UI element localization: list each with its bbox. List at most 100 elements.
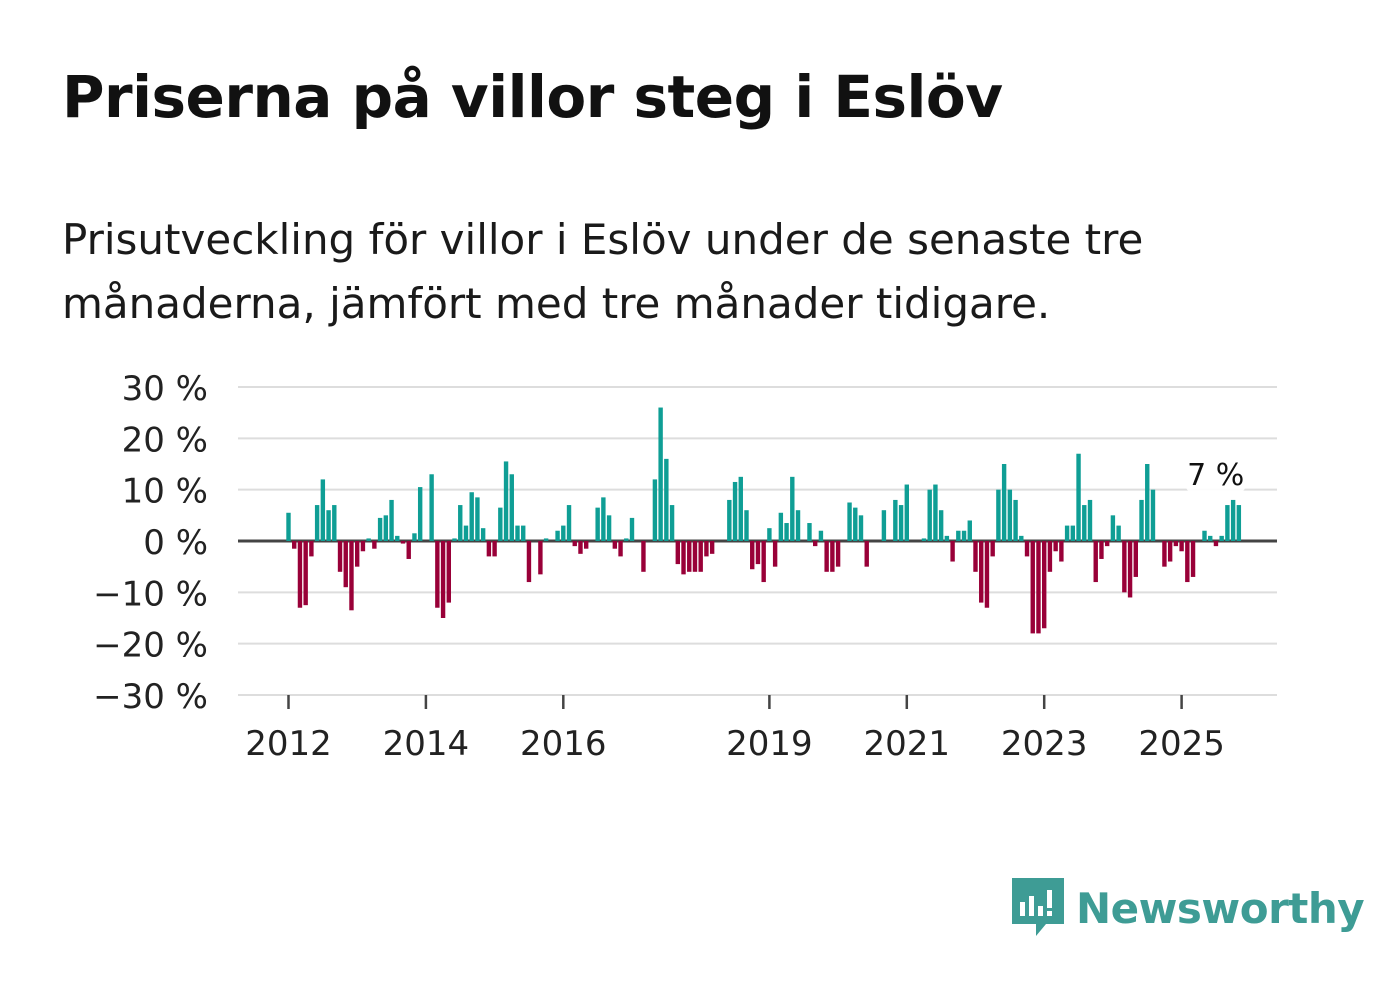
bar-positive	[927, 489, 932, 541]
bar-negative	[675, 541, 680, 565]
bar-negative	[292, 541, 297, 549]
bar-positive	[417, 487, 423, 541]
bar-positive	[1219, 535, 1224, 541]
y-tick-label: −30 %	[93, 677, 208, 717]
y-tick-label: 30 %	[122, 369, 208, 409]
bar-negative	[1190, 541, 1196, 577]
bar-negative	[1024, 541, 1030, 557]
bar-negative	[526, 541, 532, 583]
bar-positive	[480, 528, 486, 541]
bar-negative	[297, 541, 303, 608]
bar-positive	[881, 510, 887, 541]
bar-positive	[738, 476, 743, 541]
bar-positive	[853, 507, 858, 541]
bar-positive	[1230, 499, 1236, 541]
bar-negative	[1173, 541, 1179, 547]
bar-negative	[1099, 541, 1104, 559]
bar-negative	[750, 541, 755, 570]
bar-positive	[818, 530, 824, 541]
bar-positive	[1001, 464, 1007, 541]
bar-negative	[1167, 541, 1173, 562]
bar-positive	[904, 484, 909, 541]
bar-positive	[893, 499, 898, 541]
bar-positive	[795, 510, 801, 541]
bar-negative	[709, 541, 715, 554]
bar-positive	[561, 525, 566, 541]
y-tick-label: 20 %	[122, 420, 208, 460]
bar-positive	[395, 535, 400, 541]
bar-negative	[687, 541, 692, 572]
bar-positive	[383, 515, 389, 541]
bar-negative	[692, 541, 698, 572]
bar-negative	[406, 541, 411, 559]
bar-negative	[360, 541, 366, 552]
bar-positive	[767, 528, 772, 541]
x-tick-label: 2016	[520, 724, 607, 764]
bar-negative	[835, 541, 841, 567]
bar-positive	[332, 505, 337, 541]
bar-positive	[1076, 453, 1081, 541]
bar-positive	[595, 507, 600, 541]
bar-negative	[1162, 541, 1167, 567]
bar-positive	[1236, 505, 1242, 541]
bar-negative	[343, 541, 348, 588]
newsworthy-logo[interactable]: Newsworthy	[1012, 878, 1365, 938]
y-tick-label: −20 %	[93, 626, 208, 666]
chart-title: Priserna på villor steg i Eslöv	[62, 63, 1003, 131]
x-tick-label: 2012	[245, 724, 332, 764]
bar-positive	[606, 515, 612, 541]
bar-positive	[784, 523, 789, 541]
bar-negative	[400, 541, 406, 544]
bar-positive	[452, 538, 457, 541]
bar-negative	[1179, 541, 1184, 552]
y-tick-label: 0 %	[143, 523, 208, 563]
chart-subtitle: Prisutveckling för villor i Eslöv under …	[62, 215, 1144, 328]
bar-positive	[521, 525, 526, 541]
bar-negative	[584, 541, 589, 549]
bar-negative	[990, 541, 995, 557]
x-tick-label: 2021	[864, 724, 951, 764]
bar-negative	[824, 541, 829, 572]
bar-negative	[435, 541, 440, 608]
bar-positive	[1019, 535, 1024, 541]
bar-negative	[1059, 541, 1064, 562]
bar-negative	[761, 541, 766, 583]
bar-positive	[1007, 489, 1013, 541]
bar-negative	[1030, 541, 1035, 634]
bar-negative	[1047, 541, 1053, 572]
bar-positive	[475, 497, 480, 541]
bar-positive	[1139, 499, 1144, 541]
bar-positive	[933, 484, 938, 541]
bar-negative	[440, 541, 446, 618]
bar-positive	[727, 499, 732, 541]
bar-positive	[1150, 489, 1156, 541]
bar-positive	[555, 530, 560, 541]
bar-negative	[309, 541, 314, 557]
bar-negative	[973, 541, 978, 572]
bar-negative	[612, 541, 618, 549]
bar-negative	[1127, 541, 1133, 598]
bar-positive	[1116, 525, 1121, 541]
bar-positive	[652, 479, 658, 541]
bar-negative	[1036, 541, 1041, 634]
bar-positive	[967, 520, 972, 541]
bar-negative	[1104, 541, 1110, 547]
bar-negative	[979, 541, 984, 603]
bar-negative	[578, 541, 583, 554]
bar-positive	[1064, 525, 1070, 541]
x-tick-label: 2019	[726, 724, 813, 764]
bar-positive	[1013, 499, 1018, 541]
bar-negative	[1185, 541, 1190, 583]
bar-positive	[790, 476, 795, 541]
bar-negative	[772, 541, 778, 567]
bar-positive	[1145, 464, 1150, 541]
annotation-group: 7 %	[1185, 457, 1246, 494]
bar-positive	[543, 538, 549, 541]
brand-name: Newsworthy	[1076, 883, 1365, 933]
bar-negative	[1122, 541, 1127, 593]
bar-positive	[1208, 535, 1213, 541]
bar-positive	[669, 505, 675, 541]
bar-positive	[498, 507, 503, 541]
annotation-label: 7 %	[1187, 458, 1244, 493]
bar-negative	[355, 541, 360, 567]
